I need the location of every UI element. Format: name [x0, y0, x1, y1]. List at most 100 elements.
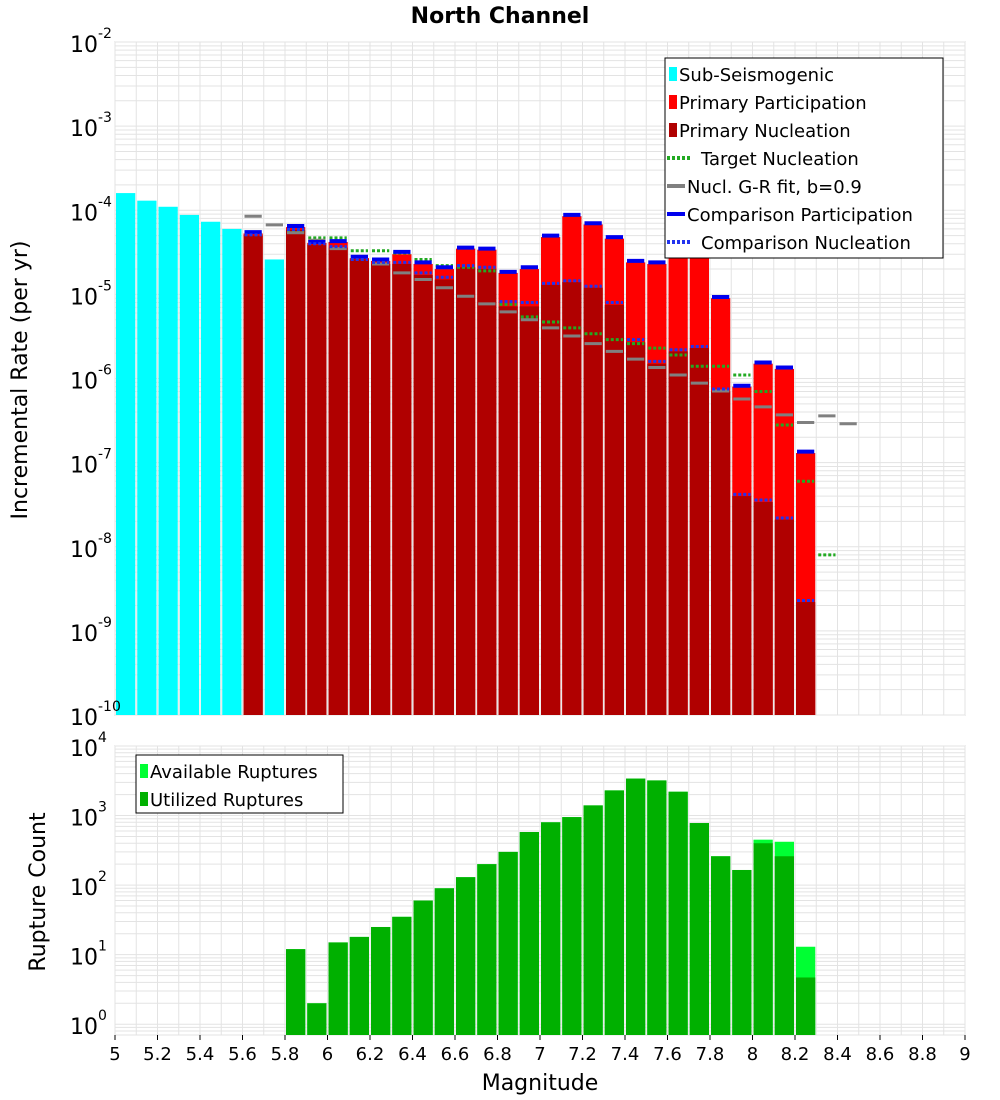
nucl-bar: [371, 263, 391, 715]
utilized-bar: [307, 1003, 327, 1035]
legend-swatch: [669, 67, 677, 81]
y-tick-label: 102: [70, 869, 107, 901]
nucl-bar: [796, 602, 816, 715]
y-tick-label: 10-9: [70, 615, 112, 647]
x-axis-label: Magnitude: [482, 1071, 599, 1096]
x-tick-label: 8: [747, 1044, 758, 1065]
sub-bar: [179, 214, 199, 715]
top-y-tick-labels: 10-10 10-9 10-8 10-7 10-6 10-5 10-4 10-3 10-2: [70, 26, 121, 731]
legend-label: Primary Participation: [679, 93, 867, 114]
nucl-bar: [477, 269, 497, 715]
chart-title: North Channel: [411, 4, 590, 29]
nucl-bar: [286, 230, 306, 716]
nucl-bar: [392, 263, 412, 715]
utilized-bar: [753, 843, 773, 1035]
legend-label: Sub-Seismogenic: [679, 65, 834, 86]
nucl-bar: [434, 279, 454, 715]
nucl-bar: [243, 235, 263, 715]
y-tick-label: 10-2: [70, 26, 112, 58]
nucl-bar: [349, 259, 369, 715]
x-tick-label: 7.2: [568, 1044, 597, 1065]
legend-label: Primary Nucleation: [679, 121, 851, 142]
x-tick-label: 6.8: [483, 1044, 512, 1065]
y-tick-label: 101: [70, 939, 107, 971]
y-tick-label: 10-10: [70, 699, 121, 731]
nucl-bar: [583, 287, 603, 715]
x-tick-label: 5.8: [271, 1044, 300, 1065]
y-tick-label: 10-8: [70, 531, 112, 563]
legend-label: Comparison Participation: [687, 205, 913, 226]
nucl-bar: [413, 274, 433, 715]
sub-bar: [116, 193, 136, 716]
x-tick-label: 7: [534, 1044, 545, 1065]
legend-box: [664, 57, 944, 259]
nucl-bar: [647, 363, 667, 715]
utilized-bar: [392, 916, 412, 1035]
sub-bar: [158, 206, 178, 716]
bottom-legend: Available Ruptures Utilized Ruptures: [135, 754, 344, 814]
legend-swatch: [669, 95, 677, 109]
nucl-bar: [328, 247, 348, 715]
legend-swatch: [669, 123, 677, 137]
top-step-lines: [244, 212, 857, 602]
x-tick-label: 7.6: [653, 1044, 682, 1065]
top-plot: 10-10 10-9 10-8 10-7 10-6 10-5 10-4 10-3 10-2 In…: [8, 26, 966, 731]
utilized-bar: [774, 856, 794, 1035]
utilized-bar: [349, 936, 369, 1035]
legend-swatch: [140, 764, 148, 778]
nucl-bar: [689, 348, 709, 715]
utilized-bar: [328, 942, 348, 1035]
nucl-bar: [307, 244, 327, 716]
utilized-bar: [604, 790, 624, 1035]
utilized-bar: [626, 778, 646, 1035]
legend-box: [135, 754, 344, 814]
nucl-bar: [668, 351, 688, 715]
x-tick-label: 5.4: [186, 1044, 215, 1065]
y-tick-label: 10-7: [70, 447, 112, 479]
bottom-plot: 100 101 102 103 104 5 5.2 5.4 5.6 5.8 6 6.2 6.4 6.6 6…: [26, 730, 971, 1096]
x-tick-labels: 5 5.2 5.4 5.6 5.8 6 6.2 6.4 6.6 6.8 7 7.2 7.4 7.6 7.8 8…: [109, 1035, 971, 1065]
bottom-y-tick-labels: 100 101 102 103 104: [70, 730, 107, 1040]
x-tick-label: 8.6: [866, 1044, 895, 1065]
y-tick-label: 10-6: [70, 363, 112, 395]
legend-label: Nucl. G-R fit, b=0.9: [687, 177, 862, 198]
nucl-bar: [753, 502, 773, 715]
utilized-bar: [519, 832, 539, 1035]
x-tick-label: 6.2: [356, 1044, 385, 1065]
legend-label: Available Ruptures: [150, 762, 318, 783]
nucl-bar: [519, 306, 539, 715]
utilized-bar: [711, 856, 731, 1035]
legend-label: Target Nucleation: [700, 149, 859, 170]
utilized-bar: [583, 805, 603, 1035]
bottom-y-axis-label: Rupture Count: [26, 812, 51, 972]
y-tick-label: 10-4: [70, 194, 112, 226]
utilized-bar: [434, 888, 454, 1035]
sub-bar: [222, 228, 242, 715]
utilized-bar: [477, 864, 497, 1035]
y-tick-label: 103: [70, 800, 107, 832]
nucl-bar: [732, 496, 752, 715]
x-tick-label: 8.4: [823, 1044, 852, 1065]
utilized-bar: [498, 851, 518, 1035]
x-tick-label: 8.2: [781, 1044, 810, 1065]
x-tick-label: 6.4: [398, 1044, 427, 1065]
x-tick-label: 5: [109, 1044, 120, 1065]
utilized-bar: [413, 900, 433, 1035]
y-tick-label: 10-3: [70, 110, 112, 142]
nucl-bar: [604, 304, 624, 715]
top-legend: Sub-Seismogenic Primary Participation Prim…: [664, 57, 944, 259]
utilized-bar: [647, 780, 667, 1035]
nucl-bar: [626, 342, 646, 715]
x-tick-label: 7.8: [696, 1044, 725, 1065]
utilized-bar: [456, 877, 476, 1035]
y-tick-label: 104: [70, 730, 107, 762]
x-tick-label: 5.6: [228, 1044, 257, 1065]
x-tick-label: 7.4: [611, 1044, 640, 1065]
utilized-bar: [371, 926, 391, 1035]
utilized-bar: [541, 822, 561, 1035]
nucl-bar: [498, 306, 518, 715]
sub-bar: [201, 221, 221, 715]
nucl-bar: [541, 284, 561, 715]
utilized-bar: [796, 977, 816, 1035]
